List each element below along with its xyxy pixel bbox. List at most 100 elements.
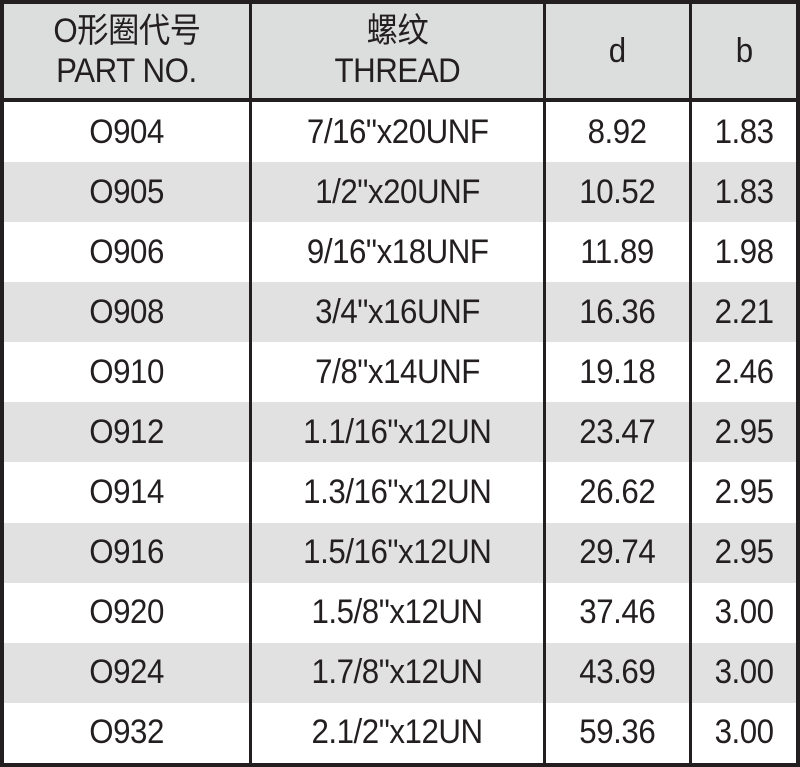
part-no-cell: O912 [2, 402, 251, 463]
thread-cell-text: 2.1/2"x12UN [311, 713, 484, 752]
table-row: O904 7/16"x20UNF 8.92 1.83 [2, 100, 798, 163]
header-b: b [689, 2, 798, 102]
part-no-cell-text: O916 [89, 533, 164, 572]
table-row: O924 1.7/8"x12UN 43.69 3.00 [2, 642, 798, 703]
b-cell: 3.00 [689, 582, 798, 643]
d-cell-text: 19.18 [579, 352, 656, 391]
thread-cell-text: 3/4"x16UNF [315, 292, 480, 331]
table-row: O920 1.5/8"x12UN 37.46 3.00 [2, 582, 798, 643]
d-cell-text: 26.62 [579, 473, 656, 511]
b-cell: 2.21 [689, 282, 798, 343]
part-no-cell: O924 [2, 642, 251, 703]
part-no-cell-text: O908 [89, 292, 164, 331]
thread-cell: 1.1/16"x12UN [249, 402, 545, 463]
thread-cell-text: 1.7/8"x12UN [311, 653, 484, 692]
d-cell: 19.18 [543, 342, 691, 403]
table-row: O908 3/4"x16UNF 16.36 2.21 [2, 282, 798, 343]
thread-cell-text: 1.3/16"x12UN [303, 473, 492, 511]
d-cell-text: 29.74 [579, 533, 656, 572]
part-no-cell: O905 [2, 162, 251, 223]
b-cell: 2.95 [689, 462, 798, 523]
b-cell: 3.00 [689, 702, 798, 765]
part-no-cell-text: O920 [89, 593, 164, 632]
thread-cell-text: 7/16"x20UNF [306, 112, 489, 151]
d-cell-text: 16.36 [579, 292, 656, 331]
d-cell: 29.74 [543, 522, 691, 583]
b-cell: 1.83 [689, 162, 798, 223]
thread-cell-text: 1.5/8"x12UN [311, 593, 484, 632]
b-cell-text: 2.21 [714, 292, 774, 331]
part-no-cell: O908 [2, 282, 251, 343]
thread-cell: 1/2"x20UNF [249, 162, 545, 223]
thread-cell: 7/16"x20UNF [249, 100, 545, 163]
b-cell-text: 1.83 [714, 112, 774, 151]
header-part-no-en: PART NO. [56, 52, 197, 90]
header-thread-en: THREAD [334, 52, 461, 90]
d-cell: 10.52 [543, 162, 691, 223]
thread-cell: 1.7/8"x12UN [249, 642, 545, 703]
part-no-cell: O904 [2, 100, 251, 162]
d-cell-text: 10.52 [579, 172, 656, 211]
thread-cell-text: 9/16"x18UNF [306, 232, 489, 271]
part-no-cell: O910 [2, 342, 251, 402]
b-cell: 2.46 [689, 342, 798, 403]
b-cell: 1.98 [689, 222, 798, 283]
thread-cell-text: 1.1/16"x12UN [303, 412, 492, 451]
b-cell-text: 3.00 [714, 653, 774, 692]
part-no-cell-text: O924 [89, 653, 164, 692]
part-no-cell-text: O914 [89, 473, 164, 511]
part-no-cell-text: O904 [89, 112, 164, 151]
d-cell: 37.46 [543, 582, 691, 643]
header-row: O形圈代号 PART NO. 螺纹 THREAD d b [2, 2, 798, 102]
b-cell: 1.83 [689, 100, 798, 163]
part-no-cell: O914 [2, 462, 251, 522]
header-thread-zh: 螺纹 [366, 12, 429, 50]
d-cell: 59.36 [543, 702, 691, 765]
d-cell: 43.69 [543, 642, 691, 703]
thread-cell-text: 1.5/16"x12UN [303, 533, 492, 572]
b-cell-text: 2.95 [714, 473, 774, 511]
table-row: O905 1/2"x20UNF 10.52 1.83 [2, 162, 798, 223]
thread-cell: 7/8"x14UNF [249, 342, 545, 403]
d-cell: 16.36 [543, 282, 691, 343]
b-cell-text: 3.00 [714, 713, 774, 752]
header-part-no: O形圈代号 PART NO. [2, 2, 251, 102]
table-row: O916 1.5/16"x12UN 29.74 2.95 [2, 522, 798, 583]
d-cell: 8.92 [543, 100, 691, 163]
thread-cell: 9/16"x18UNF [249, 222, 545, 283]
d-cell-text: 59.36 [579, 713, 656, 752]
part-no-cell: O932 [2, 703, 251, 765]
part-no-cell: O920 [2, 583, 251, 643]
thread-cell-text: 7/8"x14UNF [315, 352, 480, 391]
d-cell-text: 43.69 [579, 653, 656, 692]
part-no-cell: O906 [2, 222, 251, 282]
part-no-cell-text: O906 [89, 232, 164, 271]
d-cell: 11.89 [543, 222, 691, 283]
table-row: O906 9/16"x18UNF 11.89 1.98 [2, 222, 798, 283]
part-no-cell-text: O912 [89, 412, 164, 451]
part-no-cell-text: O910 [89, 352, 164, 391]
part-no-cell-text: O905 [89, 172, 164, 211]
d-cell-text: 8.92 [587, 112, 648, 151]
table-row: O910 7/8"x14UNF 19.18 2.46 [2, 342, 798, 403]
thread-cell: 3/4"x16UNF [249, 282, 545, 343]
b-cell: 3.00 [689, 642, 798, 703]
header-part-no-zh: O形圈代号 [52, 12, 201, 50]
table-row: O914 1.3/16"x12UN 26.62 2.95 [2, 462, 798, 523]
d-cell-text: 11.89 [580, 232, 655, 271]
b-cell: 2.95 [689, 402, 798, 463]
thread-cell: 1.5/8"x12UN [249, 582, 545, 643]
thread-cell: 1.5/16"x12UN [249, 522, 545, 583]
b-cell: 2.95 [689, 522, 798, 583]
b-cell-text: 2.46 [714, 352, 774, 391]
header-d-label: d [609, 32, 626, 70]
b-cell-text: 2.95 [714, 533, 774, 572]
table-row: O932 2.1/2"x12UN 59.36 3.00 [2, 702, 798, 765]
thread-cell: 2.1/2"x12UN [249, 702, 545, 765]
thread-cell-text: 1/2"x20UNF [315, 172, 480, 211]
part-no-cell: O916 [2, 522, 251, 583]
thread-cell: 1.3/16"x12UN [249, 462, 545, 523]
d-cell: 23.47 [543, 402, 691, 463]
d-cell: 26.62 [543, 462, 691, 523]
